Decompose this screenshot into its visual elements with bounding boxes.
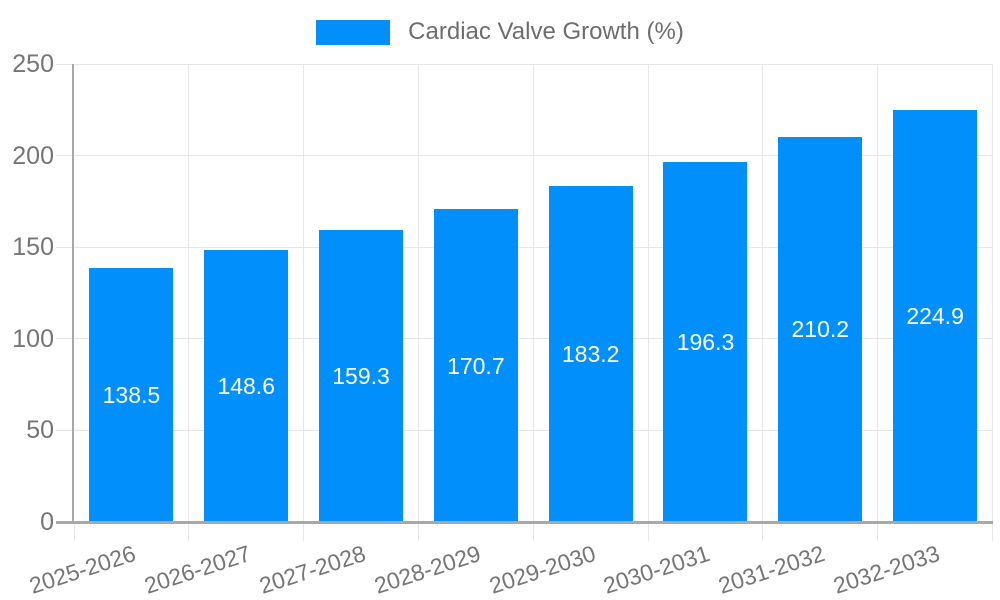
bar[interactable] xyxy=(89,268,174,522)
x-gridline xyxy=(303,64,305,541)
legend[interactable]: Cardiac Valve Growth (%) xyxy=(0,18,1000,46)
y-tick-label: 200 xyxy=(12,141,54,170)
y-gridline xyxy=(56,429,993,431)
x-gridline xyxy=(647,64,649,541)
bar[interactable] xyxy=(319,230,404,522)
x-tick-label: 2027-2028 xyxy=(256,540,369,599)
bar[interactable] xyxy=(778,136,863,522)
y-tick-label: 250 xyxy=(12,50,54,78)
y-gridline xyxy=(56,338,993,340)
x-tick-label: 2025-2026 xyxy=(26,540,140,599)
y-gridline xyxy=(56,246,993,248)
legend-label: Cardiac Valve Growth (%) xyxy=(408,18,684,45)
bar[interactable] xyxy=(204,249,289,522)
bar[interactable] xyxy=(548,186,633,522)
y-tick-label: 100 xyxy=(12,324,54,353)
x-gridline xyxy=(73,524,75,541)
legend-swatch xyxy=(316,19,391,45)
x-tick-label: 2032-2033 xyxy=(830,540,943,599)
x-axis-line xyxy=(56,520,993,524)
y-axis-line xyxy=(72,64,74,523)
x-tick-label: 2029-2030 xyxy=(485,540,599,599)
x-tick-label: 2031-2032 xyxy=(715,540,829,599)
x-tick-label: 2028-2029 xyxy=(370,540,484,599)
x-gridline xyxy=(532,64,534,541)
bar[interactable] xyxy=(433,209,518,522)
bar[interactable] xyxy=(893,109,978,522)
y-tick-label: 150 xyxy=(12,233,54,262)
x-gridline xyxy=(762,64,764,541)
y-gridline xyxy=(56,155,993,157)
y-gridline xyxy=(56,63,993,65)
x-tick-label: 2026-2027 xyxy=(141,540,254,599)
bar[interactable] xyxy=(663,162,748,522)
x-tick-label: 2030-2031 xyxy=(600,540,714,599)
x-gridline xyxy=(188,64,190,541)
x-gridline xyxy=(992,64,993,541)
x-gridline xyxy=(877,64,879,541)
x-gridline xyxy=(417,64,419,541)
y-tick-label: 50 xyxy=(26,416,54,445)
y-tick-label: 0 xyxy=(40,508,54,536)
